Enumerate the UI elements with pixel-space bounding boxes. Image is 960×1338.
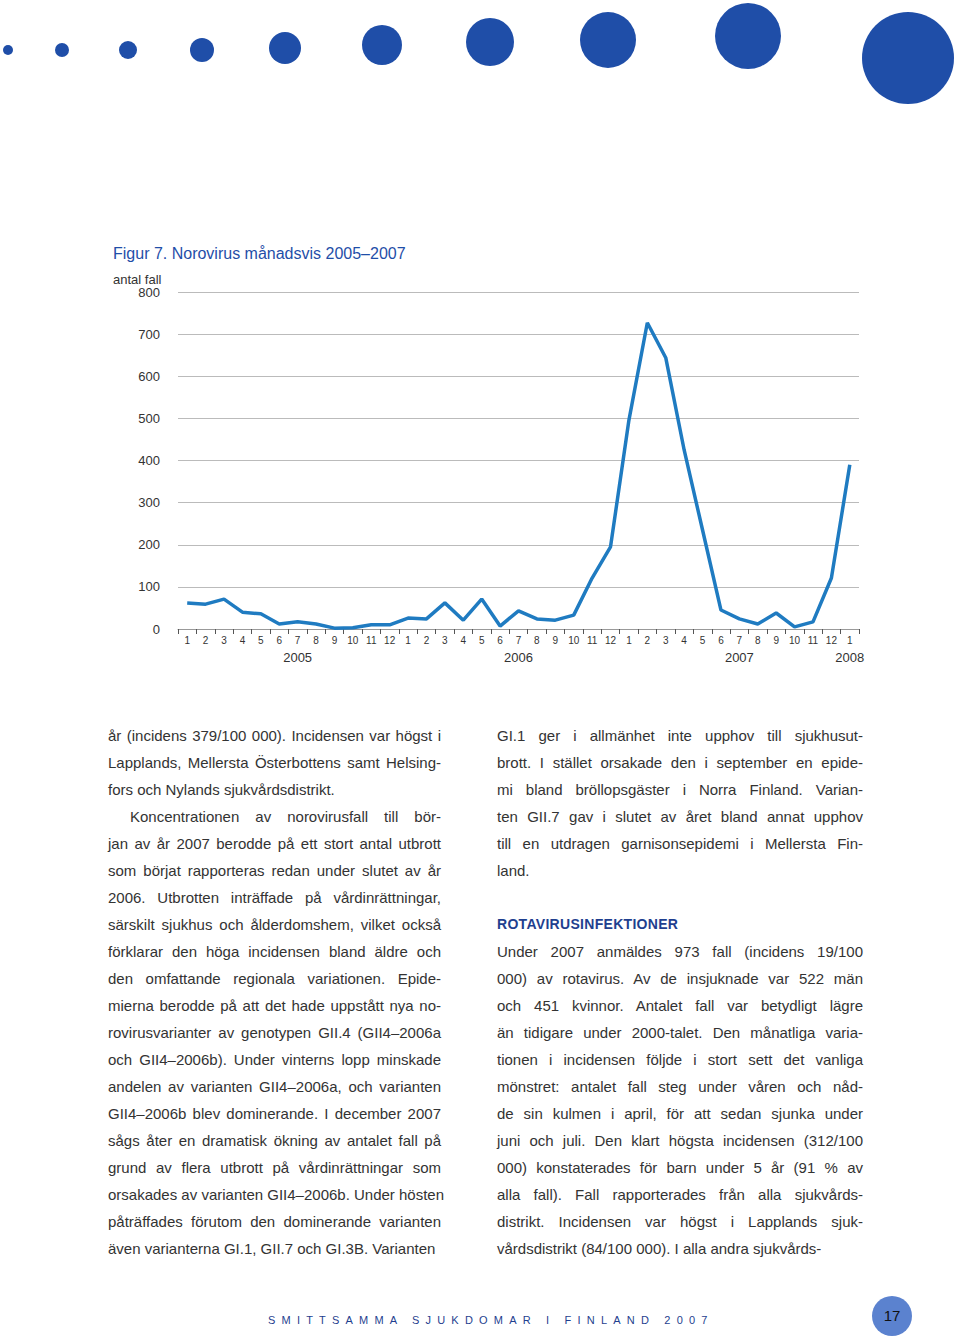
html-text:mierna berodde på att det hade: mierna berodde på att det hade uppstått … (108, 997, 441, 1014)
svg-text:9: 9 (773, 635, 779, 646)
svg-text:7: 7 (295, 635, 301, 646)
svg-text:6: 6 (718, 635, 724, 646)
svg-text:6: 6 (497, 635, 503, 646)
svg-text:300: 300 (138, 495, 160, 510)
svg-text:2006: 2006 (504, 650, 533, 665)
svg-text:12: 12 (605, 635, 617, 646)
svg-text:1: 1 (626, 635, 632, 646)
html-text:förklarar den höga incidensen: förklarar den höga incidensen bland äldr… (108, 943, 441, 960)
html-text:GI.1 ger i allmänhet inte upph: GI.1 ger i allmänhet inte upphov till sj… (497, 727, 863, 744)
html-text:mönstret: antalet fall steg un: mönstret: antalet fall steg under våren … (497, 1078, 863, 1095)
svg-text:5: 5 (700, 635, 706, 646)
html-text:ROTAVIRUSINFEKTIONER: ROTAVIRUSINFEKTIONER (497, 916, 679, 932)
html-text:juni och juli. Den klart högst: juni och juli. Den klart högsta incidens… (497, 1132, 863, 1149)
html-text:000) konstaterades för barn un: 000) konstaterades för barn under 5 år (… (497, 1159, 863, 1176)
html-text:de sin kulmen i april, för att: de sin kulmen i april, för att sedan sju… (497, 1105, 863, 1122)
svg-text:9: 9 (553, 635, 559, 646)
html-text:jan av år 2007 berodde på ett: jan av år 2007 berodde på ett stort anta… (108, 835, 441, 852)
svg-text:1: 1 (405, 635, 411, 646)
html-text:andelen av varianten GII4–2006: andelen av varianten GII4–2006a, och var… (108, 1078, 441, 1095)
svg-text:8: 8 (755, 635, 761, 646)
svg-text:700: 700 (138, 327, 160, 342)
html-text:rovirusvarianter av genotypen: rovirusvarianter av genotypen GII.4 (GII… (108, 1024, 441, 1041)
svg-text:5: 5 (479, 635, 485, 646)
html-text:och GII4–2006b). Under vintern: och GII4–2006b). Under vinterns lopp min… (108, 1051, 441, 1068)
svg-text:11: 11 (366, 635, 377, 646)
html-text:Under 2007 anmäldes 973 fall (: Under 2007 anmäldes 973 fall (incidens 1… (497, 943, 863, 960)
svg-text:800: 800 (138, 284, 160, 300)
svg-text:8: 8 (313, 635, 319, 646)
html-text:mi bland bröllopsgäster i Norr: mi bland bröllopsgäster i Norra Finland.… (497, 781, 863, 798)
svg-text:2005: 2005 (283, 650, 312, 665)
html-text:Lapplands, Mellersta Österbott: Lapplands, Mellersta Österbottens samt H… (108, 754, 441, 771)
html-text:distrikt. Incidensen var högst: distrikt. Incidensen var högst i Lapplan… (497, 1213, 863, 1230)
html-text:som börjat rapporteras redan u: som börjat rapporteras redan under slute… (108, 862, 441, 879)
html-text:grund av flera utbrott på vård: grund av flera utbrott på vårdinrättning… (108, 1159, 441, 1176)
svg-text:2008: 2008 (835, 650, 864, 665)
svg-text:3: 3 (663, 635, 669, 646)
html-text:särskilt sjukhus och ålderdoms: särskilt sjukhus och ålderdomshem, vilke… (108, 916, 441, 933)
html-text:000) av rotavirus. Av de insju: 000) av rotavirus. Av de insjuknade var … (497, 970, 863, 987)
html-text:2006. Utbrotten inträffade på: 2006. Utbrotten inträffade på vårdinrätt… (108, 889, 441, 906)
svg-text:11: 11 (808, 635, 819, 646)
html-text:till en utdragen garnisonsepid: till en utdragen garnisonsepidemi i Mell… (497, 835, 863, 852)
svg-text:10: 10 (347, 635, 359, 646)
html-text:den omfattande regionala varia: den omfattande regionala variationen. Ep… (108, 970, 441, 987)
html-text:SMITTSAMMA SJUKDOMAR I FINLAND: SMITTSAMMA SJUKDOMAR I FINLAND 2007 (268, 1314, 714, 1326)
svg-text:100: 100 (138, 579, 160, 594)
svg-text:12: 12 (384, 635, 396, 646)
svg-text:10: 10 (789, 635, 801, 646)
html-text:vårdsdistrikt (84/100 000). I: vårdsdistrikt (84/100 000). I alla andra… (497, 1240, 822, 1257)
html-text:tionen i incidensen följde i s: tionen i incidensen följde i stort sett … (497, 1051, 863, 1068)
svg-text:2007: 2007 (725, 650, 754, 665)
svg-text:12: 12 (826, 635, 838, 646)
html-text:brott. I stället orsakade den: brott. I stället orsakade den i septembe… (497, 754, 863, 771)
svg-text:600: 600 (138, 369, 160, 384)
html-text:än tidigare under 2000-talet.: än tidigare under 2000-talet. Den månatl… (497, 1024, 863, 1041)
html-text:sågs åter en dramatisk ökning: sågs åter en dramatisk ökning av antalet… (108, 1132, 441, 1149)
html-text:ten GII.7 gav i slutet av året: ten GII.7 gav i slutet av året bland ann… (497, 808, 863, 825)
svg-text:500: 500 (138, 411, 160, 426)
svg-text:4: 4 (461, 635, 467, 646)
svg-text:Figur 7. Norovirus månadsvis 2: Figur 7. Norovirus månadsvis 2005–2007 (113, 245, 406, 262)
svg-text:200: 200 (138, 537, 160, 552)
svg-text:9: 9 (332, 635, 338, 646)
html-text:även varianterna GI.1, GII.7 o: även varianterna GI.1, GII.7 och GI.3B. … (108, 1240, 436, 1257)
svg-text:4: 4 (681, 635, 687, 646)
html-text:alla fall). Fall rapporterades: alla fall). Fall rapporterades från alla… (497, 1186, 863, 1203)
html-text:orsakades av varianten GII4–20: orsakades av varianten GII4–2006b. Under… (108, 1186, 445, 1203)
svg-text:1: 1 (847, 635, 853, 646)
svg-text:400: 400 (138, 453, 160, 468)
html-text:17: 17 (883, 1307, 901, 1324)
svg-text:antal fall: antal fall (113, 272, 162, 287)
svg-text:8: 8 (534, 635, 540, 646)
svg-text:7: 7 (516, 635, 522, 646)
html-text:GII4–2006b blev dominerande. I: GII4–2006b blev dominerande. I december … (108, 1105, 441, 1122)
svg-text:1: 1 (184, 635, 190, 646)
svg-text:10: 10 (568, 635, 580, 646)
svg-text:2: 2 (203, 635, 209, 646)
svg-text:5: 5 (258, 635, 264, 646)
html-text:fors och Nylands sjukvårdsdist: fors och Nylands sjukvårdsdistrikt. (108, 781, 335, 798)
html-text:och 451 kvinnor. Antalet fall: och 451 kvinnor. Antalet fall var betydl… (497, 997, 863, 1014)
html-text:land.: land. (497, 862, 530, 879)
svg-text:4: 4 (240, 635, 246, 646)
svg-text:2: 2 (645, 635, 651, 646)
html-text:år (incidens 379/100 000). Inc: år (incidens 379/100 000). Incidensen va… (108, 727, 441, 744)
html-text:Koncentrationen av norovirusfa: Koncentrationen av norovirusfall till bö… (130, 808, 441, 825)
svg-text:3: 3 (442, 635, 448, 646)
svg-text:0: 0 (153, 622, 160, 637)
svg-text:7: 7 (737, 635, 743, 646)
html-text:påträffades förutom den domine: påträffades förutom den dominerande vari… (108, 1213, 441, 1230)
svg-text:6: 6 (276, 635, 282, 646)
svg-text:11: 11 (587, 635, 598, 646)
svg-text:2: 2 (424, 635, 430, 646)
svg-text:3: 3 (221, 635, 227, 646)
